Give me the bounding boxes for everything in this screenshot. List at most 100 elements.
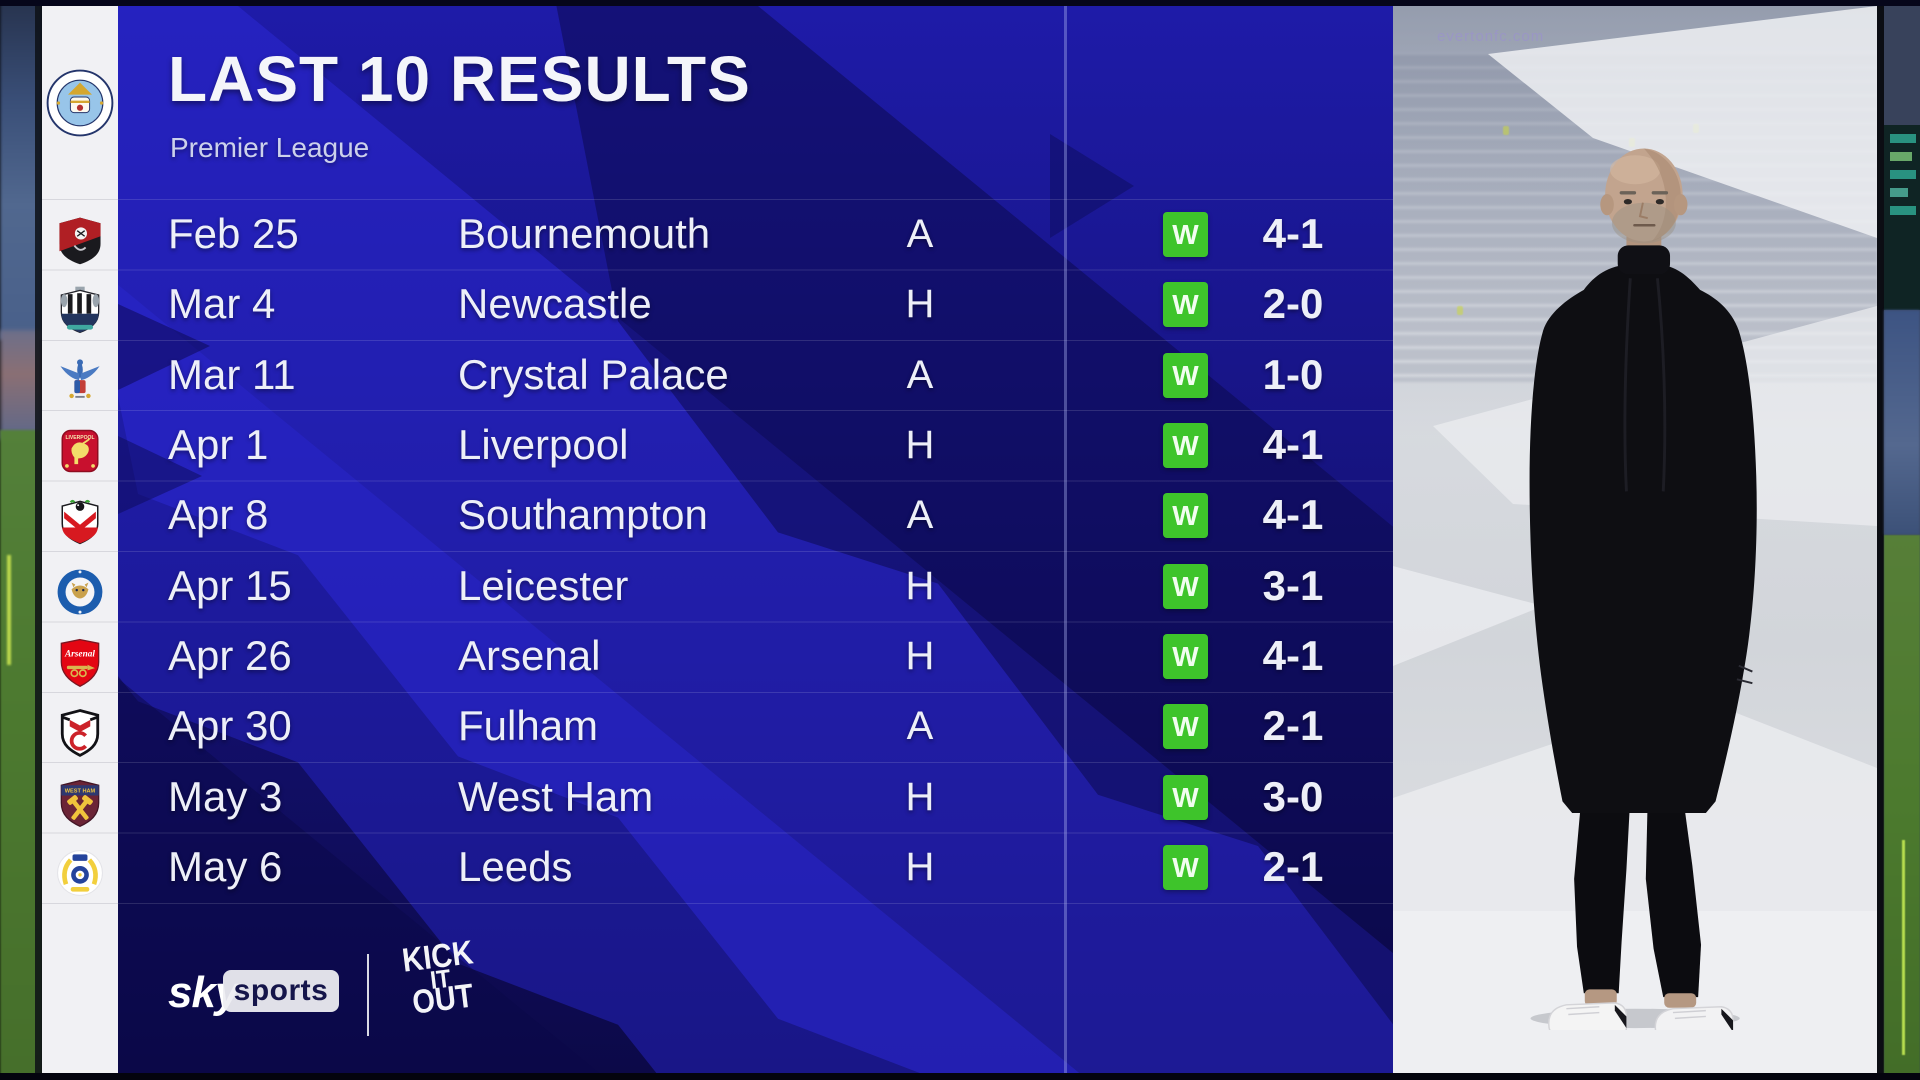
results-panel: LAST 10 RESULTS Premier League Feb 25 Bo… <box>118 6 1393 1073</box>
table-row: Apr 15 Leicester H W 3-1 <box>118 551 1393 621</box>
match-opponent: Southampton <box>458 491 708 538</box>
bournemouth-crest-icon <box>59 217 101 265</box>
table-row: Mar 11 Crystal Palace A W 1-0 <box>118 340 1393 410</box>
badge-cell <box>42 697 118 767</box>
win-badge: W <box>1163 493 1208 538</box>
badge-cell <box>42 205 118 275</box>
table-row: May 6 Leeds H W 2-1 <box>118 832 1393 902</box>
match-date: May 6 <box>168 843 283 890</box>
win-badge: W <box>1163 282 1208 327</box>
scoreboard <box>1884 125 1920 310</box>
pitch-highlight <box>7 555 11 665</box>
svg-text:LIVERPOOL: LIVERPOOL <box>65 435 94 441</box>
newcastle-crest-icon <box>60 286 100 334</box>
kick-it-out-line3: OUT <box>410 977 476 1022</box>
pitch-highlight <box>1902 840 1905 1055</box>
badge-cell <box>42 346 118 416</box>
club-badge-column: LIVERPOOL <box>42 6 118 1073</box>
stubble-beard <box>1611 202 1676 244</box>
match-score: 2-0 <box>1262 280 1324 327</box>
win-badge: W <box>1163 634 1208 679</box>
match-opponent: Crystal Palace <box>458 351 729 398</box>
leeds-crest-icon <box>57 850 103 896</box>
match-venue: A <box>906 212 934 256</box>
badge-cell: LIVERPOOL <box>42 416 118 486</box>
fulham-crest-icon <box>60 709 100 757</box>
leicester-crest-icon <box>57 569 103 615</box>
match-venue: H <box>905 282 935 326</box>
win-badge: W <box>1163 704 1208 749</box>
match-score: 1-0 <box>1262 351 1324 398</box>
match-venue: A <box>906 704 934 748</box>
win-badge: W <box>1163 564 1208 609</box>
match-score: 4-1 <box>1262 210 1324 257</box>
match-opponent: Newcastle <box>458 280 652 327</box>
badge-cell: WEST HAM <box>42 768 118 838</box>
column-divider-line <box>1064 6 1067 1073</box>
badge-cell <box>42 557 118 627</box>
table-row: Mar 4 Newcastle H W 2-0 <box>118 269 1393 339</box>
badge-cell <box>42 838 118 908</box>
badge-cell <box>42 486 118 556</box>
table-row: Apr 26 Arsenal H W 4-1 <box>118 621 1393 691</box>
bottom-frame-bar <box>0 1073 1920 1080</box>
right-stadium-strip <box>1877 0 1920 1080</box>
liverpool-crest-icon: LIVERPOOL <box>61 429 99 473</box>
left-stadium-strip <box>0 0 42 1080</box>
stadium-stand <box>1884 310 1920 535</box>
match-venue: H <box>905 845 935 889</box>
match-date: May 3 <box>168 773 283 820</box>
west-ham-wordmark: WEST HAM <box>65 788 96 794</box>
southampton-crest-icon <box>61 499 99 545</box>
match-date: Apr 26 <box>168 632 292 679</box>
match-opponent: West Ham <box>458 773 654 820</box>
stadium-sign-text: evertonfc.com <box>1437 28 1545 45</box>
manager-figure <box>1529 148 1757 1030</box>
match-date: Apr 1 <box>168 421 269 468</box>
frame-edge <box>35 0 42 1080</box>
arsenal-crest-icon: Arsenal <box>60 638 100 687</box>
kick-it-out-logo: KICK IT OUT <box>391 935 494 1044</box>
match-date: Feb 25 <box>168 210 299 257</box>
win-badge: W <box>1163 212 1208 257</box>
match-opponent: Bournemouth <box>458 210 711 257</box>
top-frame-bar <box>0 0 1920 6</box>
crystal-palace-crest-icon <box>60 359 100 399</box>
match-score: 3-0 <box>1262 773 1324 820</box>
match-venue: H <box>905 423 935 467</box>
match-venue: A <box>906 493 934 537</box>
match-score: 2-1 <box>1262 702 1324 749</box>
match-score: 4-1 <box>1262 421 1324 468</box>
west-ham-crest-icon: WEST HAM <box>60 779 100 828</box>
manchester-city-badge <box>44 62 116 144</box>
match-score: 2-1 <box>1262 843 1324 890</box>
table-row: Feb 25 Bournemouth A W 4-1 <box>118 199 1393 269</box>
black-blazer <box>1529 264 1757 813</box>
footer-logos: sky sports KICK IT OUT <box>118 935 678 1054</box>
right-shoe <box>1654 1006 1734 1030</box>
table-row: Apr 8 Southampton A W 4-1 <box>118 480 1393 550</box>
page-subtitle: Premier League <box>170 132 370 163</box>
steward-dot <box>1503 126 1509 135</box>
match-venue: H <box>905 564 935 608</box>
win-badge: W <box>1163 353 1208 398</box>
table-row: Apr 1 Liverpool H W 4-1 <box>118 410 1393 480</box>
table-row: Apr 30 Fulham A W 2-1 <box>118 691 1393 761</box>
win-badge: W <box>1163 845 1208 890</box>
badge-cell: Arsenal <box>42 627 118 697</box>
match-venue: H <box>905 634 935 678</box>
win-badge: W <box>1163 775 1208 820</box>
match-score: 3-1 <box>1262 562 1324 609</box>
match-score: 4-1 <box>1262 491 1324 538</box>
frame-edge <box>1877 0 1884 1080</box>
logo-divider <box>367 954 369 1036</box>
match-date: Mar 11 <box>168 351 296 398</box>
match-venue: A <box>906 353 934 397</box>
match-date: Mar 4 <box>168 280 276 327</box>
match-date: Apr 8 <box>168 491 269 538</box>
match-date: Apr 15 <box>168 562 292 609</box>
white-chevron-overlay <box>1393 6 1877 1073</box>
match-opponent: Leicester <box>458 562 629 609</box>
win-badge: W <box>1163 423 1208 468</box>
match-opponent: Liverpool <box>458 421 629 468</box>
